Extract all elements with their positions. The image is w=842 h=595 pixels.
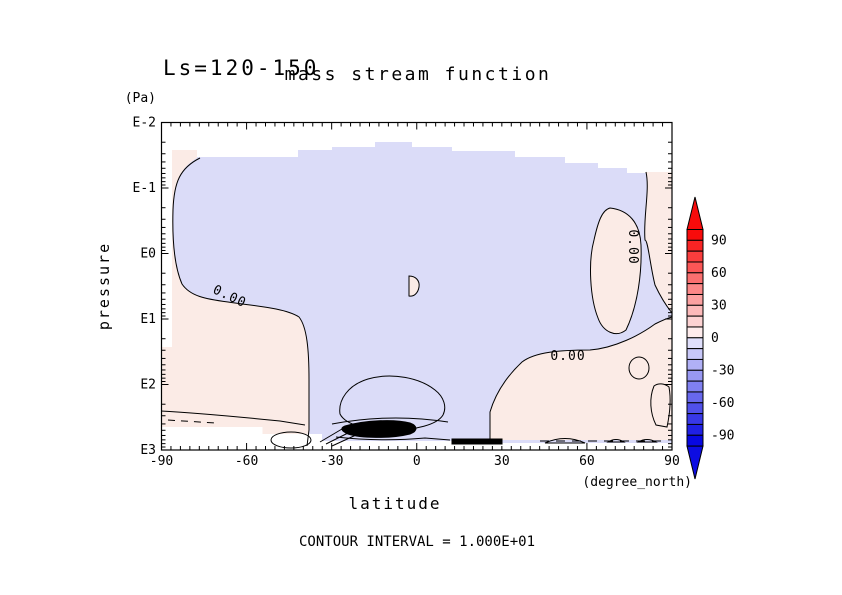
bundle-black-bar: [451, 438, 503, 445]
contour-bottom-left: [160, 410, 306, 426]
dashed-contour-bottom-left: [167, 419, 216, 424]
region-pink-north-lower: [490, 317, 672, 440]
colorbar-segment: [686, 434, 704, 447]
x-tick-label: 30: [494, 454, 510, 469]
zero-contour-north-lower: [489, 316, 673, 440]
colorbar-label: 0: [711, 331, 719, 346]
cell-small-blue-south: [270, 431, 312, 449]
colorbar-label: 90: [711, 233, 727, 248]
terrain-right: [490, 443, 672, 450]
subtitle-ls-range: Ls=120-150: [163, 56, 320, 80]
zero-contour-island: [590, 207, 642, 334]
colorbar-segment: [686, 337, 704, 350]
bundle-arc-bottom: [335, 436, 451, 441]
colorbar-segment: [686, 283, 704, 295]
x-tick-label: -60: [235, 454, 258, 469]
x-axis-label: latitude: [348, 494, 442, 513]
y-axis-label: pressure: [95, 241, 113, 331]
x-tick-label: -90: [150, 454, 173, 469]
colorbar-segment: [686, 293, 704, 306]
bundle-hatch-2: [325, 431, 351, 445]
colorbar-label: 30: [711, 298, 727, 313]
zero-contour-center-blip: [408, 275, 420, 297]
terrain-mask: [161, 150, 672, 450]
filled-contours: [161, 142, 672, 448]
plot-title: mass stream function: [284, 64, 552, 85]
colorbar-segment: [686, 315, 704, 328]
colorbar-segment: [686, 402, 704, 415]
colorbar-segment: [686, 380, 704, 393]
colorbar-segment: [686, 413, 704, 425]
axis-tick-labels: -90 -60 -30 0 30 60 90 E-2 E-1 E0 E1 E2 E3: [133, 116, 680, 470]
colorbar-top-arrow: [686, 196, 704, 230]
region-pink-island: [590, 208, 642, 334]
region-pink-north-edge-strip: [644, 172, 672, 313]
y-axis-unit: (Pa): [124, 91, 156, 106]
colorbar-bottom-arrow: [686, 445, 704, 480]
contour-lines: [160, 157, 673, 447]
colorbar-segment: [686, 261, 704, 274]
colorbar-segment: [686, 250, 704, 263]
zero-contour-north-edge: [644, 171, 673, 314]
y-tick-label: E3: [140, 443, 156, 458]
colorbar-label: 60: [711, 266, 727, 281]
y-tick-label: E1: [140, 312, 156, 327]
terrain-left: [161, 427, 263, 450]
contour-interval-note: CONTOUR INTERVAL = 1.000E+01: [298, 534, 536, 550]
x-tick-label: 90: [664, 454, 680, 469]
colorbar-segment: [686, 358, 704, 371]
x-tick-label: 0: [413, 454, 421, 469]
bundle-arc-top: [331, 417, 449, 425]
colorbar: 90 60 30 0 -30 -60 -90: [686, 196, 734, 480]
colorbar-segment: [686, 229, 704, 241]
colorbar-label: -60: [711, 396, 734, 411]
colorbar-segment: [686, 326, 704, 339]
colorbar-segment: [686, 369, 704, 382]
axis-ticks: [161, 122, 673, 451]
colorbar-label: -30: [711, 363, 734, 378]
y-tick-label: E-2: [133, 116, 156, 131]
colorbar-segment: [686, 348, 704, 360]
x-tick-label: 60: [579, 454, 595, 469]
region-pink-south-column: [161, 150, 309, 448]
colorbar-label: -90: [711, 428, 734, 443]
bundle-black-core: [341, 420, 417, 438]
colorbar-segment: [686, 423, 704, 436]
cell-small-blue-spot: [628, 356, 650, 380]
y-tick-label: E-1: [133, 181, 156, 196]
terrain-middle: [322, 441, 490, 450]
x-axis-unit: (degree_north): [582, 475, 692, 490]
zero-contour-south: [172, 157, 310, 447]
colorbar-segment: [686, 239, 704, 252]
bundle-hatch-1: [319, 428, 343, 443]
region-pink-center-blip: [409, 276, 420, 297]
zero-contour-label: 0.00: [550, 349, 585, 364]
bump-1: [544, 438, 586, 444]
white-gap-left: [161, 150, 172, 347]
colorbar-segment: [686, 272, 704, 285]
y-tick-label: E0: [140, 247, 156, 262]
colorbar-segment: [686, 304, 704, 317]
cell-blue-edge-tongue: [650, 383, 671, 428]
bundle-hatch-3: [331, 434, 357, 447]
x-tick-label: -30: [320, 454, 343, 469]
colorbar-segment: [686, 391, 704, 404]
y-tick-label: E2: [140, 378, 156, 393]
zero-contour-label: 0.00: [625, 229, 640, 264]
